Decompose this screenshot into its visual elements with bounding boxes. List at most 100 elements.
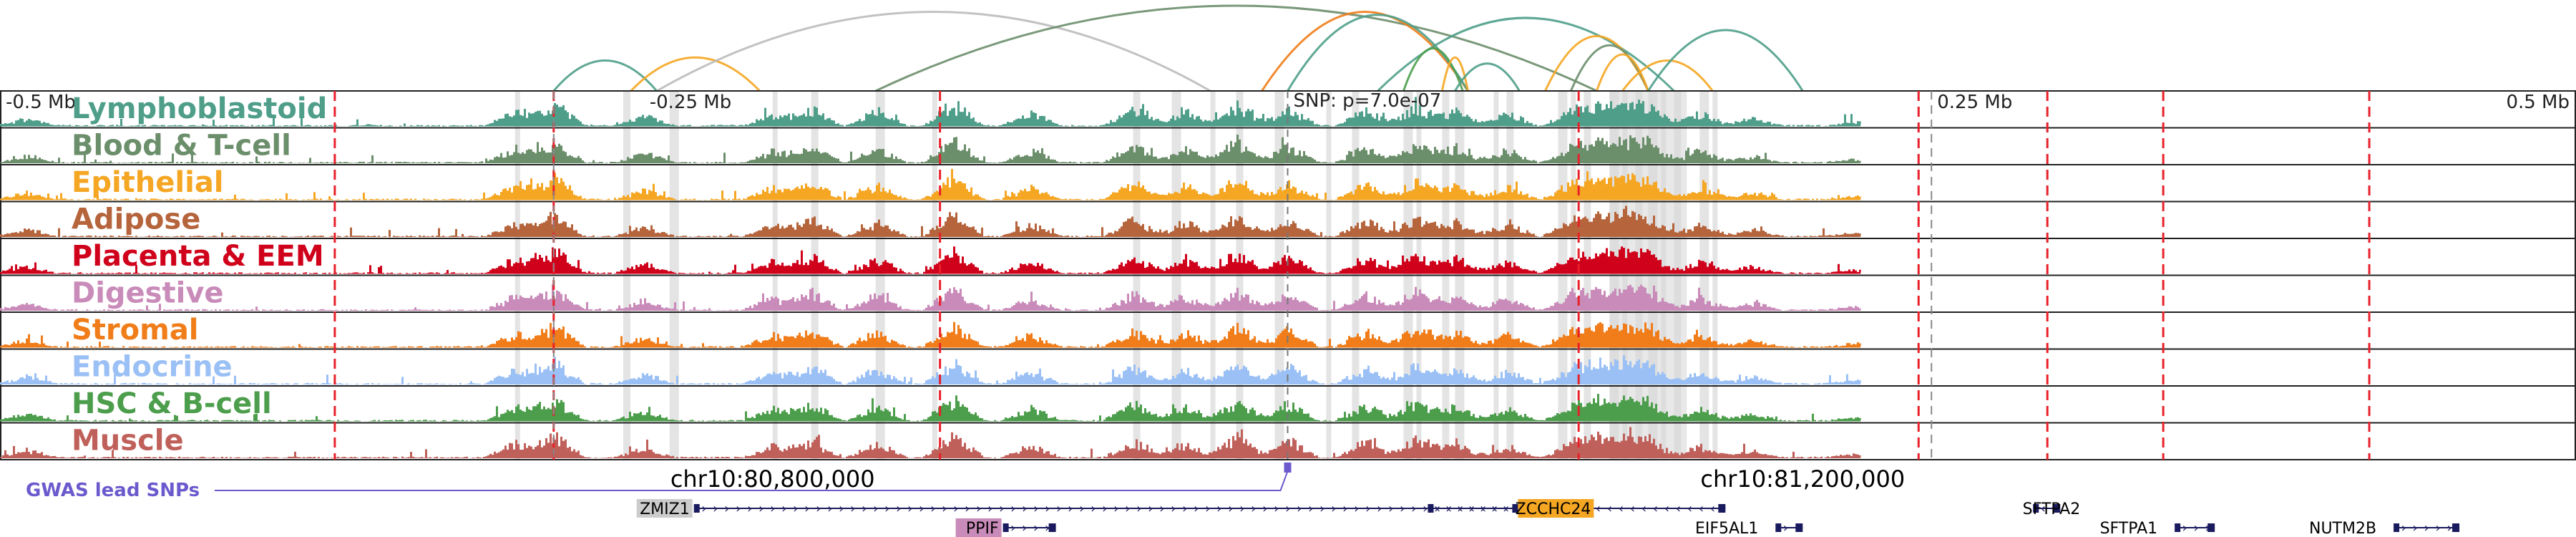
chromatin-loop-arc bbox=[1454, 62, 1521, 92]
strand-arrow-icon: › bbox=[1400, 501, 1405, 516]
strand-arrow-icon: ‹ bbox=[1596, 501, 1601, 516]
gene-exon bbox=[1718, 504, 1726, 513]
gene-sftpa2[interactable]: ‹‹SFTPA2 bbox=[2023, 500, 2081, 518]
track-label: Epithelial bbox=[72, 166, 224, 199]
gene-nutm2b[interactable]: › › › › › NUTM2B bbox=[2309, 520, 2460, 537]
strand-arrow-icon: › bbox=[816, 501, 821, 516]
strand-arrow-icon: ‹ bbox=[1653, 501, 1658, 516]
gwas-snp-marker[interactable] bbox=[1284, 463, 1292, 473]
strand-arrow-icon: › bbox=[1423, 501, 1428, 516]
gene-exon bbox=[2175, 523, 2181, 532]
strand-arrow-icon: › bbox=[942, 501, 947, 516]
strand-arrow-icon: › bbox=[1045, 501, 1050, 516]
strand-arrow-icon: › bbox=[862, 501, 867, 516]
track-signal bbox=[0, 169, 1861, 200]
axis-tick-label: 0.25 Mb bbox=[1937, 92, 2012, 113]
gene-exon bbox=[2053, 504, 2061, 513]
strand-arrow-icon: › bbox=[1159, 501, 1164, 516]
strand-arrow-icon: › bbox=[1377, 501, 1382, 516]
strand-arrow-icon: › bbox=[1251, 501, 1256, 516]
strand-arrow-icon: › bbox=[713, 501, 718, 516]
strand-arrow-icon: › bbox=[701, 501, 706, 516]
strand-arrow-icon: › bbox=[1194, 501, 1199, 516]
chromatin-loop-arc bbox=[552, 59, 658, 92]
strand-arrow-icon: ‹ bbox=[1435, 501, 1440, 516]
strand-arrow-icon: › bbox=[1033, 521, 1038, 536]
gene-zcchc24[interactable]: ‹‹‹‹‹‹‹‹‹‹‹‹‹‹‹‹‹‹‹‹‹‹‹‹‹ZCCHC24 bbox=[1428, 499, 1726, 518]
chromatin-loop-arc bbox=[630, 56, 761, 92]
strand-arrow-icon: › bbox=[1365, 501, 1370, 516]
track-digestive bbox=[0, 274, 2576, 313]
gene-label: SFTPA2 bbox=[2023, 500, 2081, 518]
chromatin-loop-arc bbox=[1647, 29, 1804, 92]
strand-arrow-icon: ‹ bbox=[1699, 501, 1704, 516]
gene-label: SFTPA1 bbox=[2100, 520, 2158, 537]
strand-arrow-icon: › bbox=[781, 501, 786, 516]
strand-arrow-icon: › bbox=[1022, 501, 1027, 516]
track-placenta-eem bbox=[0, 238, 2576, 276]
strand-arrow-icon: › bbox=[1285, 501, 1290, 516]
strand-arrow-icon: › bbox=[758, 501, 763, 516]
gene-exon bbox=[2394, 523, 2400, 532]
strand-arrow-icon: › bbox=[2412, 521, 2417, 536]
strand-arrow-icon: ‹ bbox=[1664, 501, 1669, 516]
position-axis: -0.5 Mb -0.25 Mb 0.25 Mb 0.5 Mb bbox=[6, 92, 2570, 113]
track-label: Adipose bbox=[72, 203, 200, 236]
strand-arrow-icon: › bbox=[1010, 521, 1015, 536]
track-signal bbox=[0, 246, 1861, 274]
strand-arrow-icon: ‹ bbox=[1493, 501, 1498, 516]
strand-arrow-icon: ‹ bbox=[2041, 501, 2046, 516]
strand-arrow-icon: ‹ bbox=[1630, 501, 1635, 516]
gene-label-highlight bbox=[636, 499, 693, 518]
strand-arrow-icon: ‹ bbox=[1481, 501, 1486, 516]
strand-arrow-icon: › bbox=[999, 501, 1004, 516]
coordinate-label: chr10:80,800,000 bbox=[670, 465, 875, 493]
strand-arrow-icon: › bbox=[919, 501, 924, 516]
track-label: Endocrine bbox=[72, 351, 233, 384]
strand-arrow-icon: › bbox=[736, 501, 741, 516]
track-label: Muscle bbox=[72, 425, 184, 458]
strand-arrow-icon: › bbox=[1136, 501, 1141, 516]
track-signal bbox=[0, 394, 1861, 422]
strand-arrow-icon: › bbox=[965, 501, 970, 516]
strand-arrow-icon: ‹ bbox=[1676, 501, 1681, 516]
axis-tick-label: -0.25 Mb bbox=[650, 92, 731, 113]
strand-arrow-icon: › bbox=[873, 501, 878, 516]
strand-arrow-icon: › bbox=[907, 501, 912, 516]
strand-arrow-icon: › bbox=[827, 501, 832, 516]
chromatin-loop-arc bbox=[875, 4, 1598, 92]
gene-exon bbox=[693, 504, 700, 513]
gene-zmiz1[interactable]: › › › › › › › › › › › › › › › › › › › › › › › › › › › › › › › › › › › › › › › ›… bbox=[636, 499, 1520, 518]
chromatin-loops bbox=[552, 4, 1804, 92]
gene-label: ZMIZ1 bbox=[640, 500, 690, 518]
chromatin-loop-arc bbox=[1287, 14, 1469, 92]
strand-arrow-icon: › bbox=[793, 501, 798, 516]
track-label: Digestive bbox=[72, 277, 224, 310]
strand-arrow-icon: › bbox=[1297, 501, 1302, 516]
strand-arrow-icon: › bbox=[724, 501, 729, 516]
strand-arrow-icon: ‹ bbox=[1458, 501, 1463, 516]
track-signal bbox=[0, 135, 1861, 163]
gene-exon bbox=[1775, 523, 1782, 532]
gene-annotations: › › › › › › › › › › › › › › › › › › › › › › › › › › › › › › › › › › › › › › › ›… bbox=[636, 499, 2460, 537]
strand-arrow-icon: › bbox=[747, 501, 752, 516]
strand-arrow-icon: › bbox=[1319, 501, 1324, 516]
strand-arrow-icon: › bbox=[1388, 501, 1393, 516]
strand-arrow-icon: › bbox=[1113, 501, 1118, 516]
gene-ppif[interactable]: › › › › PPIF bbox=[955, 518, 1056, 537]
gene-sftpa1[interactable]: ›››SFTPA1 bbox=[2100, 520, 2215, 537]
genomic-coordinates: chr10:80,800,000 chr10:81,200,000 bbox=[670, 465, 1905, 493]
strand-arrow-icon: › bbox=[2194, 521, 2199, 536]
strand-arrow-icon: › bbox=[896, 501, 901, 516]
track-signal bbox=[0, 427, 1861, 458]
chromatin-loop-arc bbox=[1570, 44, 1649, 92]
strand-arrow-icon: › bbox=[1239, 501, 1244, 516]
strand-arrow-icon: › bbox=[1045, 521, 1050, 536]
strand-arrow-icon: › bbox=[1274, 501, 1279, 516]
strand-arrow-icon: › bbox=[1091, 501, 1096, 516]
chromatin-loop-arc bbox=[1261, 11, 1469, 92]
track-frame bbox=[0, 422, 2576, 460]
strand-arrow-icon: › bbox=[1331, 501, 1336, 516]
gene-eif5al1[interactable]: ››EIF5AL1 bbox=[1695, 520, 1803, 537]
strand-arrow-icon: › bbox=[1022, 521, 1027, 536]
